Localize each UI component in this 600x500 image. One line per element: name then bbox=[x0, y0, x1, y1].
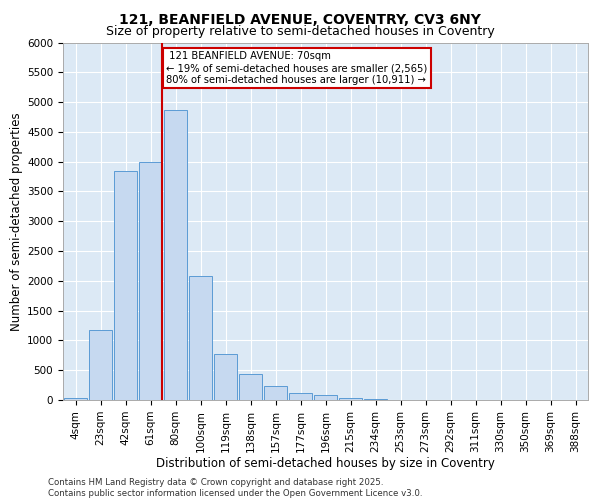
Bar bbox=[338, 398, 362, 400]
X-axis label: Distribution of semi-detached houses by size in Coventry: Distribution of semi-detached houses by … bbox=[156, 458, 495, 470]
Bar bbox=[263, 386, 287, 400]
Bar bbox=[314, 395, 337, 400]
Bar bbox=[214, 354, 238, 400]
Bar bbox=[188, 276, 212, 400]
Bar bbox=[164, 110, 187, 400]
Text: Size of property relative to semi-detached houses in Coventry: Size of property relative to semi-detach… bbox=[106, 25, 494, 38]
Bar bbox=[113, 170, 137, 400]
Bar bbox=[289, 393, 313, 400]
Y-axis label: Number of semi-detached properties: Number of semi-detached properties bbox=[10, 112, 23, 330]
Text: 121, BEANFIELD AVENUE, COVENTRY, CV3 6NY: 121, BEANFIELD AVENUE, COVENTRY, CV3 6NY bbox=[119, 12, 481, 26]
Bar bbox=[139, 162, 163, 400]
Bar bbox=[89, 330, 112, 400]
Bar bbox=[64, 398, 88, 400]
Bar bbox=[239, 374, 262, 400]
Text: Contains HM Land Registry data © Crown copyright and database right 2025.
Contai: Contains HM Land Registry data © Crown c… bbox=[48, 478, 422, 498]
Text: 121 BEANFIELD AVENUE: 70sqm
← 19% of semi-detached houses are smaller (2,565)
80: 121 BEANFIELD AVENUE: 70sqm ← 19% of sem… bbox=[166, 52, 427, 84]
